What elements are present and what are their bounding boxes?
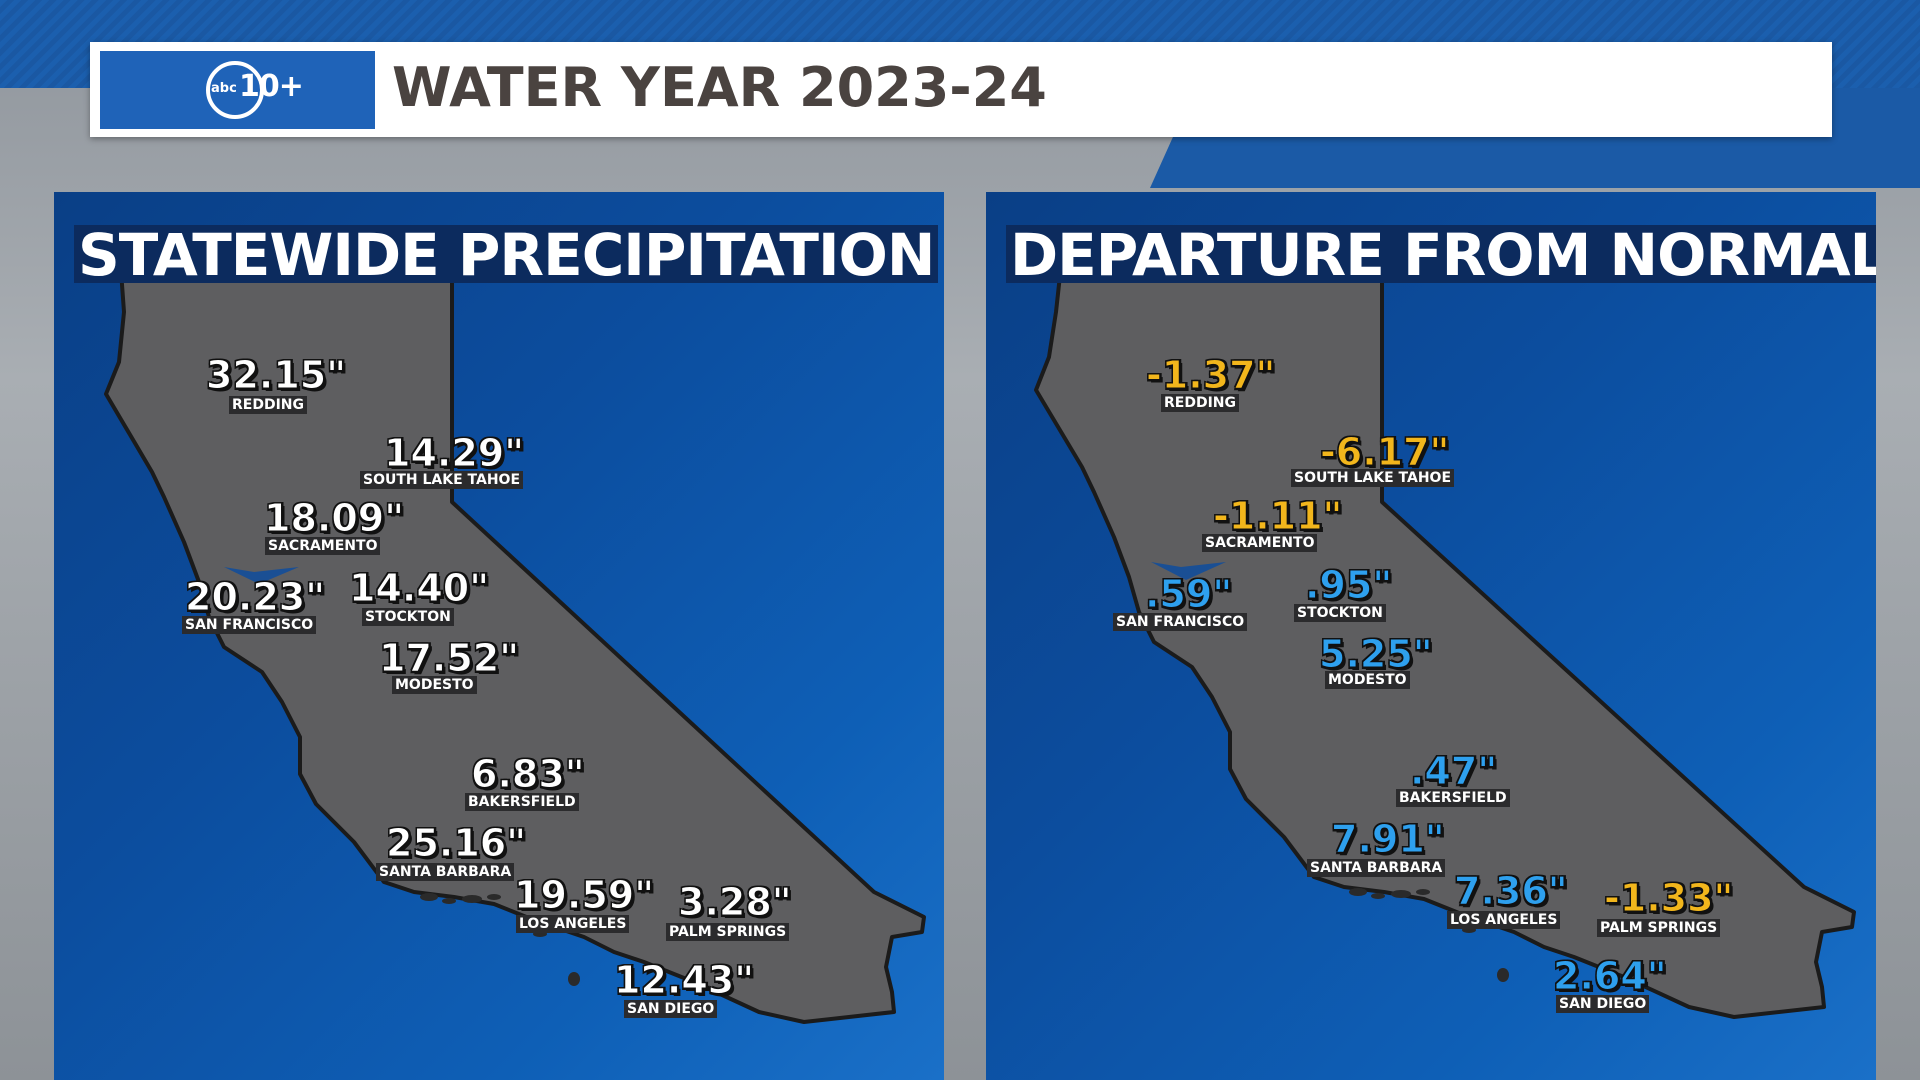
precip-city-bakersfield: BAKERSFIELD <box>465 793 579 811</box>
precip-value-san-francisco: 20.23" <box>185 575 326 619</box>
departure-city-redding: REDDING <box>1161 394 1240 412</box>
header-bar: abc 10+ WATER YEAR 2023-24 <box>90 42 1832 137</box>
departure-value-stockton: .95" <box>1304 563 1393 607</box>
precip-city-modesto: MODESTO <box>392 676 477 694</box>
precip-value-redding: 32.15" <box>206 353 347 397</box>
precip-city-redding: REDDING <box>229 396 308 414</box>
departure-panel: DEPARTURE FROM NORMAL -1.37" REDDING -6.… <box>986 192 1876 1080</box>
precip-value-south-lake-tahoe: 14.29" <box>384 431 525 475</box>
precip-value-los-angeles: 19.59" <box>514 873 655 917</box>
logo-number-text: 10+ <box>239 69 304 104</box>
departure-city-sacramento: SACRAMENTO <box>1202 534 1318 552</box>
precip-city-santa-barbara: SANTA BARBARA <box>376 863 515 881</box>
precipitation-panel: STATEWIDE PRECIPITATION 32.15" REDDING 1… <box>54 192 944 1080</box>
departure-value-palm-springs: -1.33" <box>1603 876 1734 920</box>
departure-value-san-diego: 2.64" <box>1553 954 1668 998</box>
precip-value-modesto: 17.52" <box>379 636 520 680</box>
departure-value-redding: -1.37" <box>1145 353 1276 397</box>
precip-value-palm-springs: 3.28" <box>678 880 793 924</box>
departure-city-santa-barbara: SANTA BARBARA <box>1307 859 1446 877</box>
departure-value-sacramento: -1.11" <box>1212 494 1343 538</box>
precip-value-san-diego: 12.43" <box>614 958 755 1002</box>
precip-city-palm-springs: PALM SPRINGS <box>666 923 790 941</box>
precip-city-stockton: STOCKTON <box>362 608 454 626</box>
california-map-departure <box>1034 255 1856 1019</box>
california-map-precipitation <box>104 255 926 1024</box>
precip-city-los-angeles: LOS ANGELES <box>516 915 630 933</box>
page-title: WATER YEAR 2023-24 <box>392 56 1047 119</box>
departure-city-san-francisco: SAN FRANCISCO <box>1113 613 1248 631</box>
station-logo: abc 10+ <box>100 51 375 129</box>
departure-value-santa-barbara: 7.91" <box>1331 817 1446 861</box>
departure-city-los-angeles: LOS ANGELES <box>1447 911 1561 929</box>
precip-city-sacramento: SACRAMENTO <box>265 537 381 555</box>
logo-abc-text: abc <box>211 81 237 96</box>
departure-value-san-francisco: .59" <box>1144 572 1233 616</box>
precip-city-san-diego: SAN DIEGO <box>624 1000 718 1018</box>
departure-value-bakersfield: .47" <box>1409 749 1498 793</box>
precip-value-stockton: 14.40" <box>349 566 490 610</box>
precip-city-south-lake-tahoe: SOUTH LAKE TAHOE <box>360 471 524 489</box>
precip-value-bakersfield: 6.83" <box>471 752 586 796</box>
departure-value-los-angeles: 7.36" <box>1454 869 1569 913</box>
panel-title-precipitation: STATEWIDE PRECIPITATION <box>74 225 939 285</box>
departure-city-san-diego: SAN DIEGO <box>1556 995 1650 1013</box>
departure-city-south-lake-tahoe: SOUTH LAKE TAHOE <box>1291 469 1455 487</box>
departure-city-stockton: STOCKTON <box>1294 604 1386 622</box>
precip-city-san-francisco: SAN FRANCISCO <box>182 616 317 634</box>
departure-value-modesto: 5.25" <box>1319 632 1434 676</box>
logo-circle-icon <box>206 61 264 119</box>
departure-city-modesto: MODESTO <box>1325 671 1410 689</box>
precip-value-santa-barbara: 25.16" <box>386 821 527 865</box>
departure-city-bakersfield: BAKERSFIELD <box>1396 789 1510 807</box>
departure-city-palm-springs: PALM SPRINGS <box>1597 919 1721 937</box>
departure-value-south-lake-tahoe: -6.17" <box>1319 430 1450 474</box>
panel-title-departure: DEPARTURE FROM NORMAL <box>1006 225 1876 285</box>
precip-value-sacramento: 18.09" <box>264 496 405 540</box>
